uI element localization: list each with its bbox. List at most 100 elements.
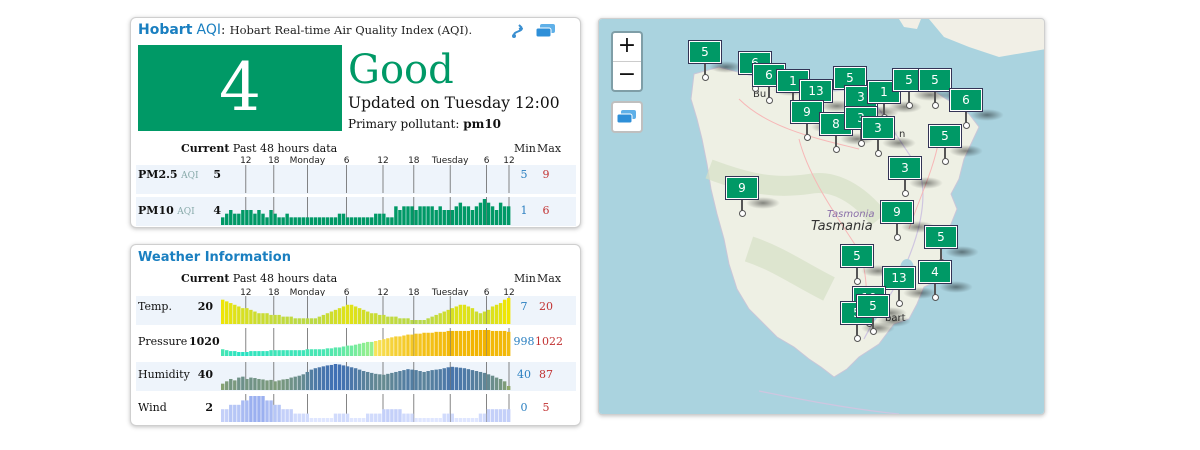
wind-bar xyxy=(305,413,309,422)
layers-icon[interactable] xyxy=(535,22,557,40)
marker-aqi-value[interactable]: 5 xyxy=(928,124,962,148)
humidity-bar xyxy=(490,375,495,390)
marker-pole xyxy=(792,91,794,105)
pm10-bar xyxy=(237,213,241,225)
wind-bar xyxy=(289,409,293,422)
zoom-in-button[interactable]: + xyxy=(617,33,637,58)
humidity-bar xyxy=(502,381,507,390)
pm10-bar xyxy=(309,217,314,225)
temp-bar xyxy=(237,306,241,324)
marker-dot xyxy=(902,190,909,197)
min-header: Min xyxy=(514,142,536,155)
humidity-bar xyxy=(237,377,241,390)
marker-pole xyxy=(704,62,706,76)
marker-dot xyxy=(752,85,759,92)
temp-label: Temp. xyxy=(138,300,172,313)
pressure-bar xyxy=(233,351,237,356)
pressure-bar xyxy=(378,340,382,356)
pressure-bar xyxy=(390,337,394,356)
temp-bar xyxy=(269,314,273,324)
city-link[interactable]: Hobart xyxy=(138,22,193,38)
marker-pole xyxy=(872,316,874,330)
temp-bar xyxy=(353,306,358,324)
wind-bar xyxy=(225,409,229,422)
humidity-bar xyxy=(474,371,479,390)
pm10-bar xyxy=(261,213,265,225)
region-label: Tasmania xyxy=(811,219,873,234)
temp-bar xyxy=(402,318,406,324)
wind-current: 2 xyxy=(205,401,213,414)
marker-aqi-value[interactable]: 1 xyxy=(867,80,901,104)
pressure-bar xyxy=(418,333,422,356)
wind-bar xyxy=(241,400,245,422)
share-icon[interactable] xyxy=(507,22,529,40)
zoom-out-button[interactable]: − xyxy=(613,61,641,90)
pressure-bar xyxy=(353,344,358,356)
pm10-bar xyxy=(245,210,249,225)
marker-aqi-value[interactable]: 9 xyxy=(725,176,759,200)
humidity-bar xyxy=(434,369,438,390)
humidity-bar xyxy=(293,376,297,390)
marker-shadow xyxy=(861,322,895,334)
pressure-bar xyxy=(357,343,362,356)
aqi-link[interactable]: AQI xyxy=(196,22,222,38)
wind-sparkline[interactable] xyxy=(221,394,511,422)
pm10-bar xyxy=(333,217,338,225)
marker-aqi-value[interactable]: 5 xyxy=(840,244,874,268)
wind-bar xyxy=(370,413,374,422)
humidity-bar xyxy=(478,371,483,390)
marker-aqi-value[interactable]: 3 xyxy=(861,116,895,140)
past-header: Past 48 hours data xyxy=(232,142,338,155)
temp-bar xyxy=(450,308,454,324)
marker-aqi-value[interactable]: 13 xyxy=(882,266,916,290)
marker-aqi-value[interactable]: 9 xyxy=(790,100,824,124)
humidity-min: 40 xyxy=(517,368,531,381)
wind-bar xyxy=(333,413,338,422)
humidity-bar xyxy=(422,371,426,390)
marker-aqi-value[interactable]: 9 xyxy=(880,200,914,224)
marker-pole xyxy=(835,134,837,148)
wind-bar xyxy=(454,418,459,422)
marker-aqi-value[interactable]: 13 xyxy=(799,79,833,103)
temp-bar xyxy=(366,311,370,324)
temp-sparkline[interactable] xyxy=(221,296,511,324)
marker-aqi-value[interactable]: 5 xyxy=(856,294,890,318)
marker-aqi-value[interactable]: 5 xyxy=(918,68,952,92)
humidity-sparkline[interactable] xyxy=(221,362,511,390)
pm25-row xyxy=(136,165,576,194)
wind-bar xyxy=(293,413,297,422)
pressure-bar xyxy=(277,350,281,356)
marker-aqi-value[interactable]: 3 xyxy=(888,156,922,180)
pm25-sparkline[interactable] xyxy=(221,165,511,193)
pressure-bar xyxy=(313,349,318,356)
pm10-sparkline[interactable] xyxy=(221,197,511,225)
weather-axis-tick-label: 6 xyxy=(484,288,490,298)
humidity-bar xyxy=(233,380,237,390)
aqi-axis-tick-label: 12 xyxy=(377,156,388,166)
wind-bar xyxy=(378,413,382,422)
wind-bar xyxy=(349,418,354,422)
temp-bar xyxy=(297,318,301,324)
humidity-bar xyxy=(382,374,386,390)
wind-bar xyxy=(422,418,426,422)
marker-shadow xyxy=(949,145,983,157)
wind-bar xyxy=(357,418,362,422)
humidity-bar xyxy=(225,381,229,390)
marker-aqi-value[interactable]: 4 xyxy=(918,260,952,284)
pm10-bar xyxy=(382,213,386,225)
temp-bar xyxy=(333,309,338,324)
pm10-bar xyxy=(341,213,346,225)
wind-bar xyxy=(402,413,406,422)
map-panel[interactable]: + − Tasmonia Tasmania Bu n bart 56611353… xyxy=(598,18,1045,415)
humidity-bar xyxy=(470,370,475,390)
humidity-bar xyxy=(265,380,269,390)
weather-axis-tick-label: 12 xyxy=(240,288,251,298)
temp-bar xyxy=(454,306,459,324)
map-tiles[interactable] xyxy=(599,19,1045,415)
marker-aqi-value[interactable]: 5 xyxy=(924,225,958,249)
map-layers-button[interactable] xyxy=(611,101,643,133)
primary-pollutant: Primary pollutant: pm10 xyxy=(348,117,501,131)
marker-aqi-value[interactable]: 5 xyxy=(688,40,722,64)
pressure-sparkline[interactable] xyxy=(221,328,511,356)
marker-aqi-value[interactable]: 6 xyxy=(949,88,983,112)
